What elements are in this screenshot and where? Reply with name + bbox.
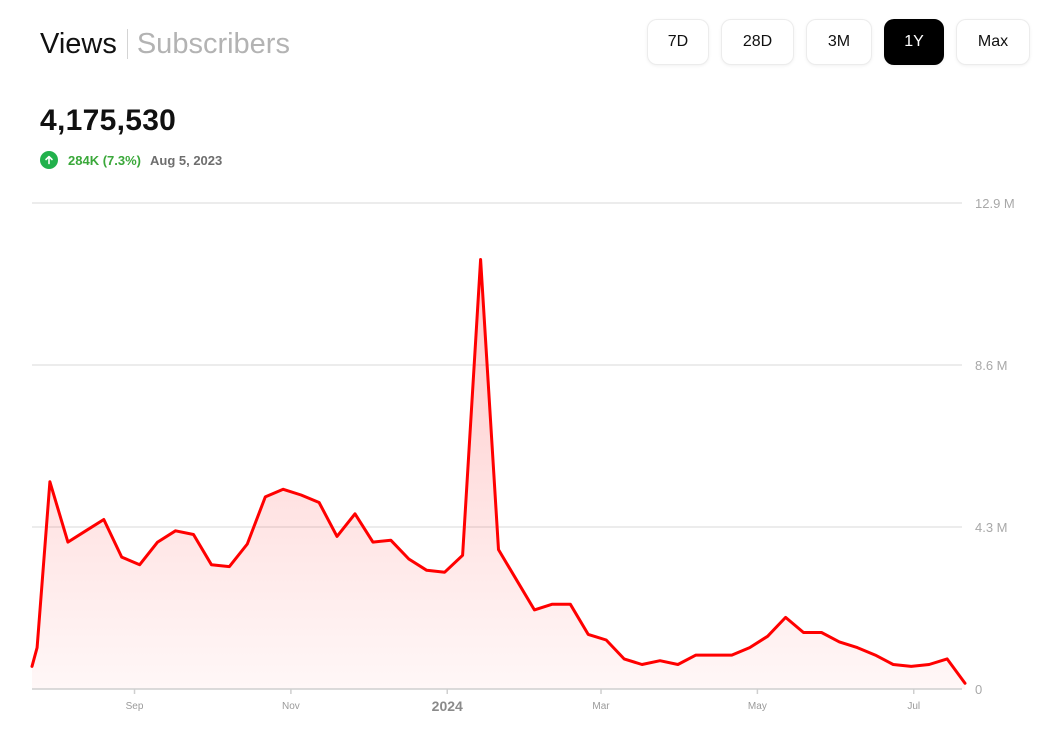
tab-views[interactable]: Views: [40, 28, 117, 60]
data-point[interactable]: [674, 661, 682, 669]
data-point[interactable]: [459, 551, 467, 559]
series-line: [30, 258, 967, 685]
data-point[interactable]: [315, 499, 323, 507]
data-point[interactable]: [620, 655, 628, 663]
data-point[interactable]: [495, 546, 503, 554]
data-point[interactable]: [207, 561, 215, 569]
data-point[interactable]: [279, 485, 287, 493]
data-point[interactable]: [477, 256, 485, 264]
y-tick-label: 12.9 M: [975, 196, 1015, 211]
data-point[interactable]: [764, 632, 772, 640]
data-point[interactable]: [351, 510, 359, 518]
range-3m-button[interactable]: 3M: [806, 19, 872, 65]
data-point[interactable]: [261, 493, 269, 501]
data-point[interactable]: [190, 531, 198, 539]
data-point[interactable]: [602, 636, 610, 644]
range-max-button[interactable]: Max: [956, 19, 1030, 65]
data-point[interactable]: [405, 555, 413, 563]
data-point[interactable]: [656, 657, 664, 665]
x-tick-label: Jul: [907, 701, 920, 712]
data-point[interactable]: [136, 561, 144, 569]
data-point[interactable]: [423, 566, 431, 574]
data-point[interactable]: [512, 576, 520, 584]
data-point[interactable]: [835, 638, 843, 646]
change-row: 284K (7.3%) Aug 5, 2023: [40, 151, 222, 169]
data-point[interactable]: [889, 661, 897, 669]
range-selector: 7D 28D 3M 1Y Max: [647, 19, 1030, 65]
total-views: 4,175,530: [40, 104, 177, 137]
x-tick-label: 2024: [432, 698, 463, 714]
arrow-up-circle-icon: [40, 151, 58, 169]
data-point[interactable]: [100, 516, 108, 524]
series-area-fill: [32, 259, 965, 689]
grid-layer: [32, 202, 962, 528]
data-point[interactable]: [584, 630, 592, 638]
data-point[interactable]: [638, 661, 646, 669]
data-point[interactable]: [243, 540, 251, 548]
data-point[interactable]: [782, 613, 790, 621]
data-point[interactable]: [566, 600, 574, 608]
data-point[interactable]: [172, 527, 180, 535]
data-point[interactable]: [154, 538, 162, 546]
data-point[interactable]: [297, 491, 305, 499]
axis-layer: 0 4.3 M 8.6 M 12.9 M Sep Nov 2024 Mar May Jul: [32, 196, 1015, 714]
data-point[interactable]: [441, 568, 449, 576]
metric-tabs: Views Subscribers: [40, 24, 290, 64]
data-point[interactable]: [907, 662, 915, 670]
data-point[interactable]: [746, 644, 754, 652]
tab-divider: [126, 29, 128, 59]
data-point[interactable]: [961, 679, 969, 687]
y-tick-label: 4.3 M: [975, 520, 1008, 535]
data-point[interactable]: [548, 600, 556, 608]
data-point[interactable]: [28, 662, 36, 670]
data-point[interactable]: [925, 661, 933, 669]
data-point[interactable]: [369, 538, 377, 546]
data-point[interactable]: [943, 655, 951, 663]
data-point[interactable]: [800, 629, 808, 637]
range-28d-button[interactable]: 28D: [721, 19, 794, 65]
data-point[interactable]: [118, 553, 126, 561]
data-point[interactable]: [387, 536, 395, 544]
data-point[interactable]: [333, 532, 341, 540]
data-point[interactable]: [853, 644, 861, 652]
data-point[interactable]: [818, 629, 826, 637]
data-point[interactable]: [871, 651, 879, 659]
y-tick-label: 0: [975, 682, 982, 697]
x-tick-label: Sep: [126, 701, 144, 712]
x-tick-label: May: [748, 701, 767, 712]
range-7d-button[interactable]: 7D: [647, 19, 709, 65]
data-point[interactable]: [33, 644, 41, 652]
data-point[interactable]: [710, 651, 718, 659]
data-point[interactable]: [692, 651, 700, 659]
data-point[interactable]: [728, 651, 736, 659]
data-point[interactable]: [64, 538, 72, 546]
data-point[interactable]: [82, 527, 90, 535]
change-date: Aug 5, 2023: [149, 152, 223, 168]
y-tick-label: 8.6 M: [975, 358, 1008, 373]
tab-subscribers[interactable]: Subscribers: [136, 28, 290, 60]
area-layer: [28, 256, 969, 689]
data-point[interactable]: [46, 478, 54, 486]
x-tick-label: Nov: [282, 701, 300, 712]
change-value: 284K (7.3%): [68, 152, 141, 168]
range-1y-button[interactable]: 1Y: [884, 19, 944, 65]
x-tick-label: Mar: [592, 701, 610, 712]
data-point[interactable]: [225, 563, 233, 571]
data-point[interactable]: [530, 606, 538, 614]
